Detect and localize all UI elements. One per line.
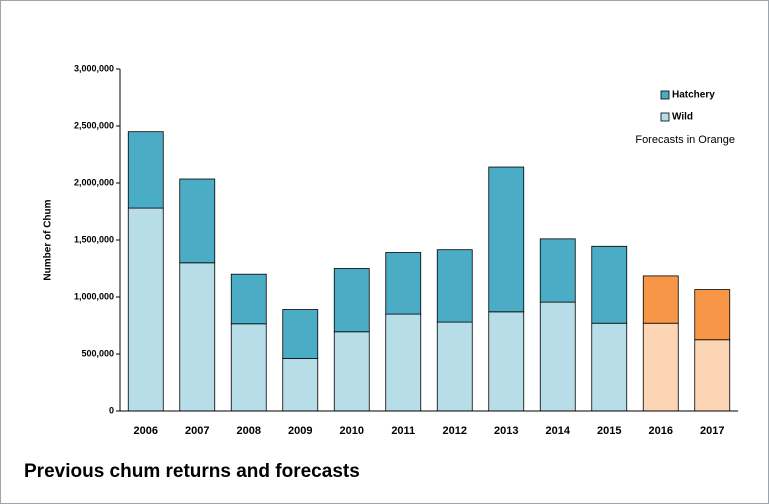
x-tick-label: 2007 [185,425,209,437]
bar-segment [488,311,525,412]
y-axis-label: Number of Chum [43,199,54,280]
bar-segment [436,249,473,323]
bar-segment [385,252,422,315]
x-tick-label: 2012 [443,425,467,437]
bar-segment [179,262,216,412]
x-tick-label: 2013 [494,425,518,437]
bar-segment [591,245,628,324]
x-tick-label: 2008 [237,425,261,437]
y-tick-label: 2,000,000 [74,177,114,187]
x-tick-label: 2010 [340,425,364,437]
bar-segment [230,323,267,412]
bar-segment [333,331,370,412]
bar-segment [282,309,319,359]
bar-segment [436,321,473,412]
bar-segment [385,313,422,412]
y-tick-label: 1,000,000 [74,291,114,301]
legend-swatch [660,112,670,122]
bar-segment [642,322,679,412]
bar-segment [282,358,319,412]
x-tick-label: 2017 [700,425,724,437]
x-tick-label: 2014 [546,425,571,437]
bar-segment [333,268,370,333]
x-tick-label: 2009 [288,425,312,437]
x-tick-label: 2016 [649,425,673,437]
y-tick-label: 500,000 [81,348,114,358]
x-tick-label: 2006 [134,425,158,437]
bar-segment [642,275,679,324]
y-tick-label: 3,000,000 [74,63,114,73]
bar-segment [539,238,576,303]
x-tick-label: 2015 [597,425,621,437]
bar-segment [591,322,628,412]
legend-label: Hatchery [672,90,715,101]
bar-segment [539,301,576,412]
legend-label: Wild [672,112,693,123]
bar-segment [179,178,216,264]
annotation: Forecasts in Orange [635,134,735,146]
bar-segment [230,273,267,325]
bar-segment [694,339,731,412]
y-tick-label: 0 [109,405,114,415]
y-tick-label: 1,500,000 [74,234,114,244]
caption: Previous chum returns and forecasts [24,461,360,482]
x-tick-label: 2011 [391,425,415,437]
bar-segment [127,207,164,412]
bar-segment [127,131,164,209]
bar-segment [488,166,525,313]
bar-segment [694,289,731,341]
legend-swatch [660,90,670,100]
y-tick-label: 2,500,000 [74,120,114,130]
